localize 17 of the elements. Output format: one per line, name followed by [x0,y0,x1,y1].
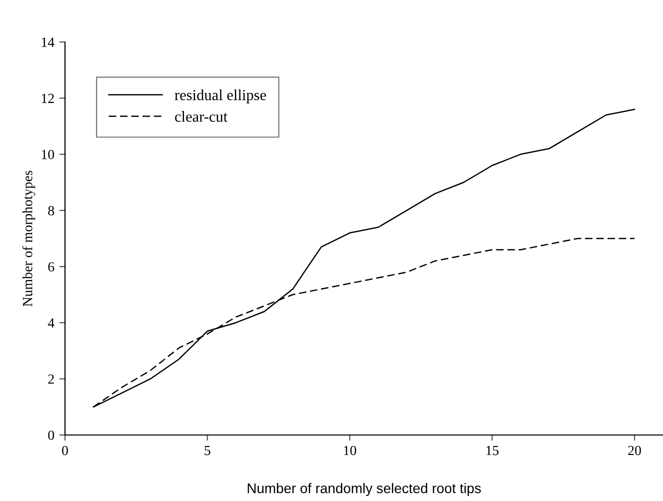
x-axis-title: Number of randomly selected root tips [248,483,481,496]
y-axis-title: Number of morphotypes [22,170,36,306]
y-tick-label: 8 [48,206,54,216]
x-tick-label: 0 [62,446,68,456]
x-tick-label: 15 [486,446,499,456]
y-tick-label: 6 [48,262,54,272]
x-tick-label: 10 [344,446,356,456]
y-tick-label: 12 [42,94,54,103]
x-tick-label: 20 [628,446,641,456]
y-tick-label: 10 [42,150,54,160]
legend-label: clear-cut [175,111,228,122]
y-tick-label: 0 [48,430,54,440]
y-tick-label: 14 [42,38,54,47]
y-tick-label: 4 [48,318,54,328]
x-tick-label: 5 [204,446,210,456]
legend-label: residual ellipse [174,89,266,104]
y-tick-label: 2 [48,374,54,384]
